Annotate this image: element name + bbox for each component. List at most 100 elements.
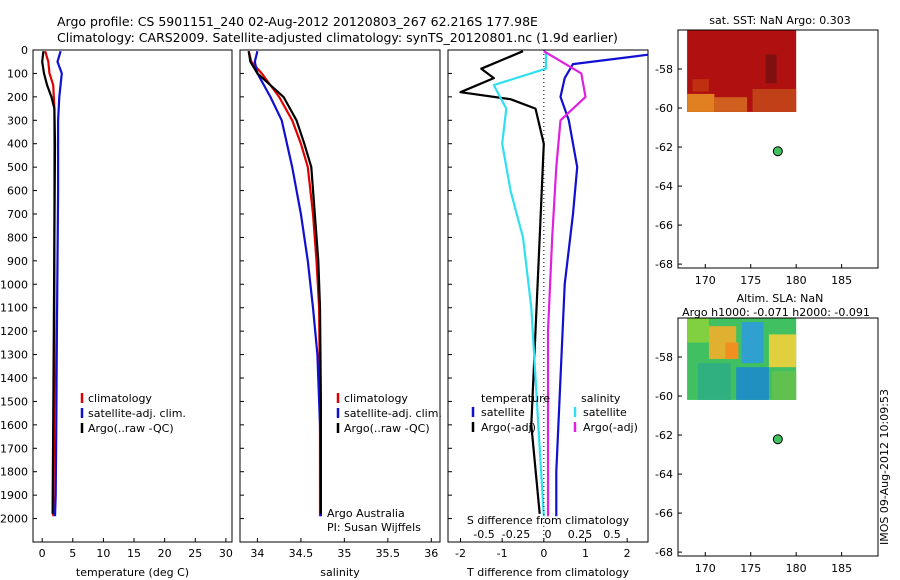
depth-tick-label: 700 xyxy=(7,208,28,221)
depth-tick-label: 1000 xyxy=(0,278,28,291)
difference-xtick-label: -1 xyxy=(497,547,508,560)
salinity-legend-label: climatology xyxy=(344,392,408,405)
sla-image-cell xyxy=(698,363,731,400)
sst-ytick-label: -64 xyxy=(655,180,673,193)
sst-map-frame xyxy=(677,29,879,269)
sst-ytick-label: -68 xyxy=(655,258,673,271)
sst-xtick-label: 185 xyxy=(831,274,852,287)
depth-tick-label: 500 xyxy=(7,161,28,174)
temperature-legend-label: Argo(..raw -QC) xyxy=(88,422,174,435)
sst-image-cell xyxy=(687,93,715,112)
temperature-plot-frame xyxy=(32,49,233,543)
temperature-xtick-label: 10 xyxy=(96,547,110,560)
sla-xtick-label: 180 xyxy=(786,562,807,575)
sla-map-frame xyxy=(677,317,879,557)
difference-top-tick-label: 0.25 xyxy=(568,528,593,541)
sst-image-cell xyxy=(692,79,709,92)
depth-tick-label: 1800 xyxy=(0,466,28,479)
sla-xtick-label: 175 xyxy=(740,562,761,575)
difference-legend-label: satellite xyxy=(583,406,627,419)
sla-ytick-label: -68 xyxy=(655,546,673,559)
depth-tick-label: 1900 xyxy=(0,489,28,502)
sst-image-cell xyxy=(765,54,777,84)
sst-ytick-label: -66 xyxy=(655,219,673,232)
difference-top-xlabel: S difference from climatology xyxy=(467,514,630,527)
sla-xtick-label: 185 xyxy=(831,562,852,575)
difference-top-tick-label: -0.5 xyxy=(473,528,494,541)
temperature-xtick-label: 5 xyxy=(69,547,76,560)
depth-tick-label: 400 xyxy=(7,138,28,151)
legend-temperature-title: temperature xyxy=(481,392,550,405)
difference-series-black xyxy=(459,50,545,515)
sla-image-cell xyxy=(725,342,739,359)
sla-image-cell xyxy=(687,318,709,343)
depth-tick-label: 800 xyxy=(7,231,28,244)
temperature-xtick-label: 30 xyxy=(219,547,233,560)
difference-series-blue xyxy=(555,53,649,517)
difference-legend-label: Argo(-adj) xyxy=(481,421,536,434)
sst-xtick-label: 175 xyxy=(740,274,761,287)
sla-xtick-label: 170 xyxy=(695,562,716,575)
sla-image-cell xyxy=(768,334,797,368)
difference-series-magenta xyxy=(543,50,587,517)
sla-ytick-label: -64 xyxy=(655,468,673,481)
depth-tick-label: 100 xyxy=(7,67,28,80)
salinity-xtick-label: 34 xyxy=(250,547,264,560)
salinity-xtick-label: 35 xyxy=(337,547,351,560)
sla-argo-position-marker xyxy=(772,434,783,445)
salinity-xtick-label: 34.5 xyxy=(289,547,314,560)
salinity-annotation: Argo Australia xyxy=(327,507,405,520)
difference-legend-label: satellite xyxy=(481,406,525,419)
temperature-xtick-label: 25 xyxy=(188,547,202,560)
salinity-xtick-label: 36 xyxy=(424,547,438,560)
sla-ytick-label: -66 xyxy=(655,507,673,520)
side-timestamp-label: IMOS 09-Aug-2012 10:09:53 xyxy=(878,389,891,545)
difference-xtick-label: -2 xyxy=(455,547,466,560)
salinity-plot-frame xyxy=(239,49,441,543)
temperature-legend-label: satellite-adj. clim. xyxy=(88,407,186,420)
salinity-legend-label: Argo(..raw -QC) xyxy=(344,422,430,435)
temperature-xtick-label: 20 xyxy=(158,547,172,560)
difference-xtick-label: 1 xyxy=(582,547,589,560)
sla-image-cell xyxy=(741,322,764,364)
temperature-series-black xyxy=(41,51,57,514)
salinity-xlabel: salinity xyxy=(320,566,360,579)
salinity-series-black xyxy=(247,51,322,514)
difference-top-tick-label: 0 xyxy=(545,528,552,541)
depth-tick-label: 0 xyxy=(21,44,28,57)
sla-ytick-label: -58 xyxy=(655,351,673,364)
sst-ytick-label: -62 xyxy=(655,141,673,154)
difference-plot-frame xyxy=(447,49,649,543)
salinity-xtick-label: 35.5 xyxy=(376,547,401,560)
temperature-xlabel: temperature (deg C) xyxy=(76,566,189,579)
depth-tick-label: 1400 xyxy=(0,372,28,385)
legend-salinity-title: salinity xyxy=(581,392,621,405)
difference-top-tick-label: 0.5 xyxy=(603,528,621,541)
sla-ytick-label: -60 xyxy=(655,390,673,403)
depth-tick-label: 1700 xyxy=(0,442,28,455)
sst-xtick-label: 170 xyxy=(695,274,716,287)
depth-tick-label: 1500 xyxy=(0,395,28,408)
sla-map-subtitle: Argo h1000: -0.071 h2000: -0.091 xyxy=(682,306,870,319)
sla-image-cell xyxy=(736,367,769,400)
sla-image-cell xyxy=(772,371,797,400)
temperature-series-blue xyxy=(53,50,63,517)
depth-tick-label: 900 xyxy=(7,255,28,268)
salinity-annotation: PI: Susan Wijffels xyxy=(327,521,421,534)
depth-tick-label: 2000 xyxy=(0,513,28,526)
salinity-series-blue xyxy=(253,50,322,517)
header-line-1: Argo profile: CS 5901151_240 02-Aug-2012… xyxy=(57,14,538,29)
temperature-legend-label: climatology xyxy=(88,392,152,405)
sst-xtick-label: 180 xyxy=(786,274,807,287)
depth-tick-label: 300 xyxy=(7,114,28,127)
depth-tick-label: 1200 xyxy=(0,325,28,338)
depth-tick-label: 1600 xyxy=(0,419,28,432)
difference-xtick-label: 0 xyxy=(540,547,547,560)
salinity-legend-label: satellite-adj. clim. xyxy=(344,407,442,420)
sst-ytick-label: -60 xyxy=(655,102,673,115)
plots: 0100200300400500600700800900100011001200… xyxy=(0,14,879,579)
sst-argo-position-marker xyxy=(772,146,783,157)
header-line-2: Climatology: CARS2009. Satellite-adjuste… xyxy=(57,30,618,45)
sst-image-cell xyxy=(714,97,748,112)
